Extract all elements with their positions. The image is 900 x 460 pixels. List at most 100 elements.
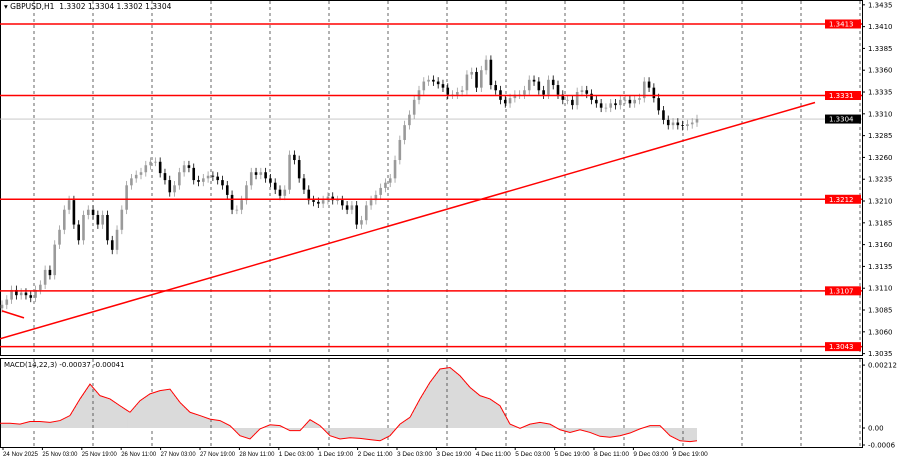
level-label-bg [825, 194, 861, 204]
candle-body [513, 94, 517, 99]
candle-body [245, 185, 248, 201]
candle-body [197, 180, 200, 182]
candle-body [686, 124, 689, 127]
candle-body [623, 99, 627, 101]
x-tick-label: 5 Dec 19:00 [555, 451, 590, 458]
candle-body [393, 160, 397, 179]
main-pane-frame [0, 0, 863, 356]
y-tick-label: 1.3085 [868, 307, 893, 315]
candle-body [595, 99, 598, 104]
candle-body [163, 173, 167, 181]
candle-body [489, 59, 493, 86]
candle-body [666, 119, 670, 126]
level-label: 1.3043 [829, 343, 854, 351]
candle-body [178, 172, 181, 186]
candle-body [523, 90, 526, 95]
candle-body [388, 178, 392, 183]
x-tick-label: 3 Dec 03:00 [397, 451, 432, 458]
x-tick-label: 8 Dec 11:00 [594, 451, 629, 458]
candle-body [403, 125, 406, 140]
candle-body [494, 85, 497, 91]
candle-body [412, 99, 416, 115]
candle-body [484, 59, 488, 71]
candle-body [465, 74, 469, 91]
candle-body [690, 122, 694, 125]
candle-body [599, 103, 603, 108]
triangle-down-icon[interactable]: ▾ [4, 2, 8, 11]
candle-body [202, 178, 205, 182]
candle-body [192, 167, 196, 181]
candle-body [436, 81, 440, 85]
candle-body [106, 214, 109, 241]
candle-body [350, 205, 354, 210]
candle-body [259, 172, 263, 175]
candle-body [58, 229, 61, 245]
candle-body [642, 81, 646, 99]
candle-body [96, 214, 100, 225]
current-price-label: 1.3304 [829, 116, 854, 124]
candle-body [604, 107, 608, 109]
candle-body [297, 160, 301, 179]
candle-body [39, 284, 42, 290]
candle-body [254, 172, 258, 175]
candle-body [130, 178, 133, 186]
level-label-bg [825, 19, 861, 29]
y-tick-label: 1.3410 [868, 23, 893, 31]
candle-body [15, 289, 18, 296]
x-tick-label: 5 Dec 03:00 [515, 451, 550, 458]
y-tick-label: 1.3310 [868, 110, 893, 118]
candle-body [139, 172, 143, 175]
candle-body [230, 194, 234, 210]
candle-body [269, 178, 272, 183]
candle-body [532, 79, 536, 82]
y-tick-label: 1.3160 [868, 241, 893, 249]
candle-body [134, 174, 138, 179]
candle-body [341, 200, 344, 206]
x-tick-label: 2 Dec 11:00 [358, 451, 393, 458]
candle-body [662, 110, 665, 120]
candle-body [168, 180, 172, 193]
candle-body [86, 209, 90, 215]
x-tick-label: 1 Dec 03:00 [279, 451, 314, 458]
candle-body [369, 200, 373, 206]
candle-body [527, 79, 531, 91]
candle-body [115, 229, 119, 250]
candle-body [211, 175, 215, 177]
candle-body [345, 205, 349, 210]
candle-body [676, 122, 680, 126]
candle-body [321, 200, 325, 204]
level-label: 1.3331 [829, 92, 854, 100]
candle-body [446, 87, 450, 95]
candle-body [288, 154, 291, 190]
candle-body [249, 172, 253, 186]
candle-body [647, 81, 651, 88]
candle-body [5, 299, 9, 305]
candle-body [312, 200, 315, 202]
y-tick-label: 1.3035 [868, 350, 893, 358]
candle-body [585, 90, 589, 94]
candle-body [590, 93, 593, 100]
candle-body [24, 292, 28, 296]
candle-body [221, 180, 224, 186]
candle-body [48, 269, 52, 276]
candle-body [633, 99, 636, 104]
candle-body [638, 98, 641, 100]
x-tick-label: 9 Dec 19:00 [673, 451, 708, 458]
candle-body [556, 85, 560, 95]
candle-body [336, 200, 339, 201]
candle-body [580, 90, 584, 93]
symbol-label: GBPUSD,H1 [10, 2, 55, 11]
candle-body [422, 81, 426, 91]
candle-body [158, 161, 162, 174]
candle-body [240, 200, 243, 210]
candle-body [173, 185, 176, 193]
x-tick-label: 9 Dec 03:00 [633, 451, 668, 458]
candle-body [537, 81, 541, 91]
candle-body [317, 201, 320, 204]
candle-body [614, 103, 617, 106]
candle-body [283, 189, 287, 196]
candle-body [43, 269, 47, 285]
x-tick-label: 26 Nov 11:00 [121, 451, 156, 458]
